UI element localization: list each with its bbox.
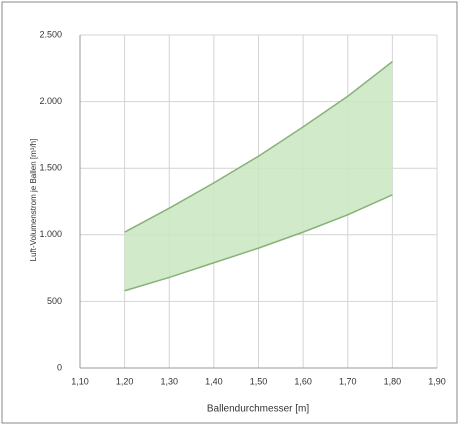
band-area xyxy=(124,61,393,291)
x-tick-label: 1,80 xyxy=(384,376,402,386)
x-tick-label: 1,10 xyxy=(71,376,89,386)
y-tick-label: 0 xyxy=(57,362,62,372)
x-tick-label: 1,60 xyxy=(294,376,312,386)
band-line xyxy=(124,194,393,292)
x-tick-label: 1,70 xyxy=(339,376,357,386)
y-tick-label: 2.000 xyxy=(39,96,62,106)
x-tick-label: 1,50 xyxy=(250,376,268,386)
y-tick-label: 1.000 xyxy=(39,229,62,239)
x-tick-label: 1,20 xyxy=(116,376,134,386)
x-tick-label: 1,90 xyxy=(428,376,446,386)
x-tick-label: 1,40 xyxy=(205,376,223,386)
x-tick-label: 1,30 xyxy=(160,376,178,386)
band-line xyxy=(124,61,393,233)
y-tick-label: 1.500 xyxy=(39,163,62,173)
y-tick-label: 2.500 xyxy=(39,29,62,39)
x-axis-label: Ballendurchmesser [m] xyxy=(207,404,309,415)
y-tick-label: 500 xyxy=(47,296,62,306)
y-axis-label: Luft-Volumenstrom je Ballen [m³/h] xyxy=(29,139,38,262)
